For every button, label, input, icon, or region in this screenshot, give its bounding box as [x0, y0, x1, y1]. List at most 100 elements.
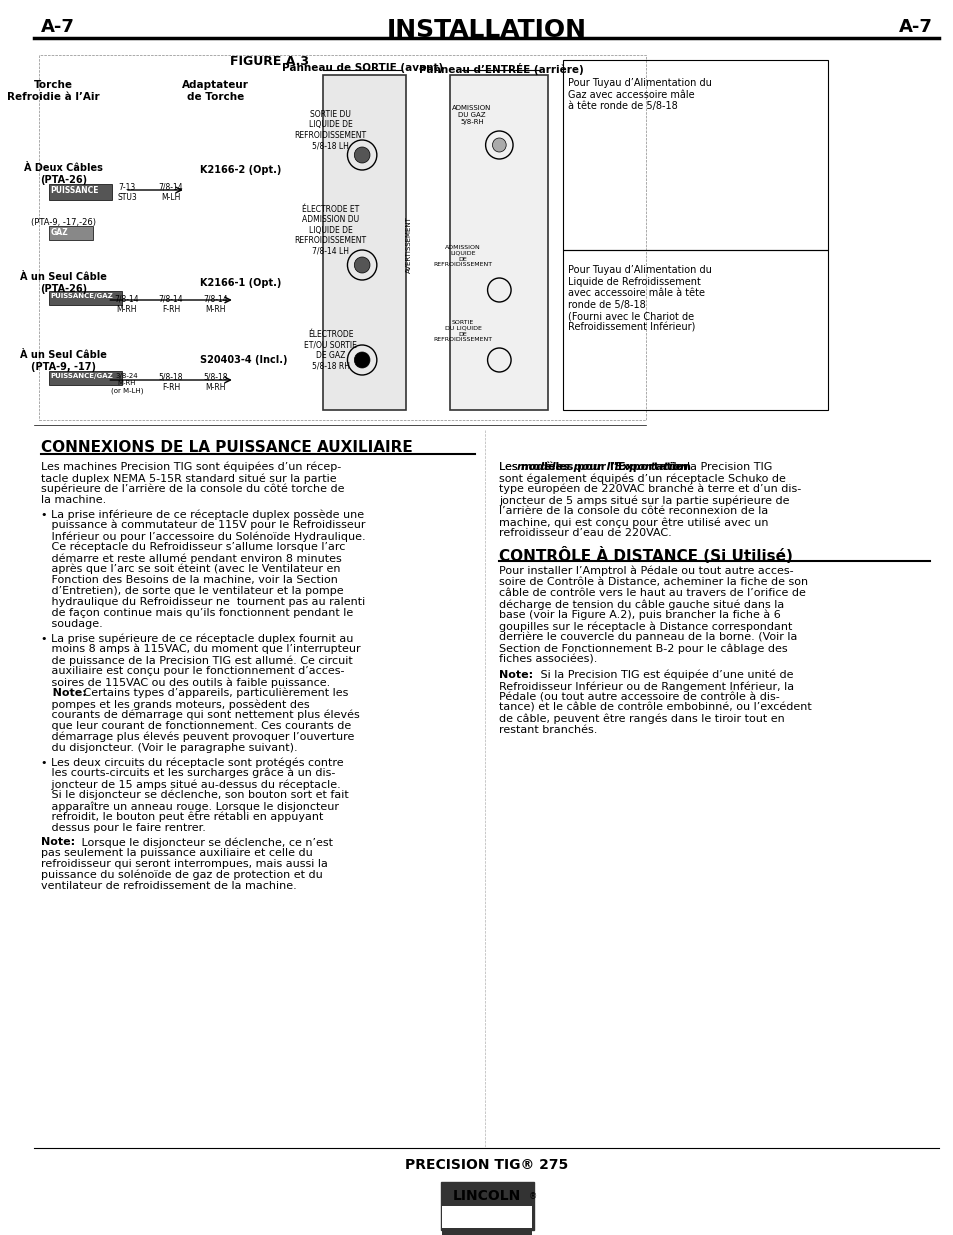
Text: de façon continue mais qu’ils fonctionnent pendant le: de façon continue mais qu’ils fonctionne…: [41, 608, 353, 618]
Text: Pour installer l’Amptrol à Pédale ou tout autre acces-: Pour installer l’Amptrol à Pédale ou tou…: [498, 566, 793, 577]
Text: PUISSANCE: PUISSANCE: [51, 186, 99, 195]
Text: Note:: Note:: [41, 688, 87, 698]
Text: refroidisseur d’eau de 220VAC.: refroidisseur d’eau de 220VAC.: [498, 529, 671, 538]
Text: dessus pour le faire rentrer.: dessus pour le faire rentrer.: [41, 823, 206, 832]
Text: de la Precision TIG: de la Precision TIG: [665, 462, 772, 472]
Bar: [562, 249, 826, 410]
Text: INSTALLATION: INSTALLATION: [386, 19, 586, 42]
Text: ÉLECTRODE
ET/OU SORTIE
DE GAZ
5/8-18 RH: ÉLECTRODE ET/OU SORTIE DE GAZ 5/8-18 RH: [304, 330, 356, 370]
Text: K2166-1 (Opt.): K2166-1 (Opt.): [200, 278, 281, 288]
Text: SORTIE DU
LIQUIDE DE
REFROIDISSEMENT
5/8-18 LH: SORTIE DU LIQUIDE DE REFROIDISSEMENT 5/8…: [294, 110, 367, 151]
Text: apparaître un anneau rouge. Lorsque le disjoncteur: apparaître un anneau rouge. Lorsque le d…: [41, 802, 338, 811]
Text: 5/8-18
F-RH: 5/8-18 F-RH: [158, 373, 183, 393]
Text: d’Entretien), de sorte que le ventilateur et la pompe: d’Entretien), de sorte que le ventilateu…: [41, 585, 343, 597]
Bar: [442, 1228, 531, 1235]
Text: Panneau de SORTIE (avant): Panneau de SORTIE (avant): [281, 63, 442, 73]
Circle shape: [354, 352, 370, 368]
Text: les courts-circuits et les surcharges grâce à un dis-: les courts-circuits et les surcharges gr…: [41, 768, 335, 778]
Bar: [440, 1182, 533, 1230]
Text: Adaptateur
de Torche: Adaptateur de Torche: [181, 80, 249, 101]
Text: CONNEXIONS DE LA PUISSANCE AUXILIAIRE: CONNEXIONS DE LA PUISSANCE AUXILIAIRE: [41, 440, 412, 454]
Text: ADMISSION
DU GAZ
5/8-RH: ADMISSION DU GAZ 5/8-RH: [452, 105, 491, 125]
Bar: [49, 226, 92, 240]
Bar: [442, 1207, 531, 1228]
Text: Refroidisseur Inférieur ou de Rangement Inférieur, la: Refroidisseur Inférieur ou de Rangement …: [498, 680, 794, 692]
Text: Certains types d’appareils, particulièrement les: Certains types d’appareils, particulière…: [80, 688, 348, 699]
Text: PUISSANCE/GAZ: PUISSANCE/GAZ: [51, 293, 113, 299]
Text: 7-13
STU3: 7-13 STU3: [117, 183, 136, 203]
Circle shape: [492, 138, 506, 152]
Text: Les: Les: [498, 462, 521, 472]
Bar: [450, 75, 548, 410]
Circle shape: [354, 147, 370, 163]
Text: décharge de tension du câble gauche situé dans la: décharge de tension du câble gauche situ…: [498, 599, 783, 610]
Text: de puissance de la Precision TIG est allumé. Ce circuit: de puissance de la Precision TIG est all…: [41, 655, 352, 666]
Text: Torche
Refroidie à l’Air: Torche Refroidie à l’Air: [8, 80, 100, 101]
Text: A-7: A-7: [41, 19, 74, 36]
Text: Pour Tuyau d’Alimentation du
Liquide de Refroidissement
avec accessoire mâle à t: Pour Tuyau d’Alimentation du Liquide de …: [567, 266, 711, 333]
Text: Si le disjoncteur se déclenche, son bouton sort et fait: Si le disjoncteur se déclenche, son bout…: [41, 790, 348, 800]
Text: modèles pour l’Exportation: modèles pour l’Exportation: [517, 462, 687, 473]
Text: 7/8-14
M-LH: 7/8-14 M-LH: [158, 183, 183, 203]
Text: tance) et le câble de contrôle embobinné, ou l’excédent: tance) et le câble de contrôle embobinné…: [498, 703, 811, 713]
Text: après que l’arc se soit éteint (avec le Ventilateur en: après que l’arc se soit éteint (avec le …: [41, 564, 340, 574]
Text: ®: ®: [528, 1192, 537, 1200]
Text: 7/8-14
F-RH: 7/8-14 F-RH: [158, 295, 183, 315]
Text: pas seulement la puissance auxiliaire et celle du: pas seulement la puissance auxiliaire et…: [41, 848, 313, 858]
Text: modèles pour l’Exportation: modèles pour l’Exportation: [520, 462, 690, 473]
Text: restant branchés.: restant branchés.: [498, 725, 598, 735]
Text: démarrage plus élevés peuvent provoquer l’ouverture: démarrage plus élevés peuvent provoquer …: [41, 732, 354, 742]
Bar: [49, 370, 122, 385]
Text: puissance à commutateur de 115V pour le Refroidisseur: puissance à commutateur de 115V pour le …: [41, 520, 365, 531]
Text: • La prise inférieure de ce réceptacle duplex possède une: • La prise inférieure de ce réceptacle d…: [41, 509, 363, 520]
Text: GAZ: GAZ: [51, 228, 69, 237]
Text: ADMISSION
LIQUIDE
DE
REFROIDISSEMENT: ADMISSION LIQUIDE DE REFROIDISSEMENT: [433, 245, 492, 268]
Text: derrière le couvercle du panneau de la borne. (Voir la: derrière le couvercle du panneau de la b…: [498, 632, 797, 642]
Text: À Deux Câbles
(PTA-26): À Deux Câbles (PTA-26): [24, 163, 103, 184]
Text: hydraulique du Refroidisseur ne  tournent pas au ralenti: hydraulique du Refroidisseur ne tournent…: [41, 597, 365, 606]
Text: PRECISION TIG® 275: PRECISION TIG® 275: [404, 1158, 568, 1172]
Text: du disjoncteur. (Voir le paragraphe suivant).: du disjoncteur. (Voir le paragraphe suiv…: [41, 743, 297, 753]
Text: À un Seul Câble
(PTA-26): À un Seul Câble (PTA-26): [20, 272, 107, 294]
Text: LINCOLN: LINCOLN: [452, 1189, 520, 1203]
Text: SORTIE
DU LIQUIDE
DE
REFROIDISSEMENT: SORTIE DU LIQUIDE DE REFROIDISSEMENT: [433, 320, 492, 342]
Text: Pour Tuyau d’Alimentation du
Gaz avec accessoire mâle
à tête ronde de 5/8-18: Pour Tuyau d’Alimentation du Gaz avec ac…: [567, 78, 711, 111]
Text: que leur courant de fonctionnement. Ces courants de: que leur courant de fonctionnement. Ces …: [41, 721, 351, 731]
Text: Les: Les: [498, 462, 521, 472]
Text: sont également équipés d’un réceptacle Schuko de: sont également équipés d’un réceptacle S…: [498, 473, 785, 483]
Text: joncteur de 15 amps situé au-dessus du réceptacle.: joncteur de 15 amps situé au-dessus du r…: [41, 779, 340, 789]
Text: type européen de 220VAC branché à terre et d’un dis-: type européen de 220VAC branché à terre …: [498, 484, 801, 494]
Text: pompes et les grands moteurs, possèdent des: pompes et les grands moteurs, possèdent …: [41, 699, 309, 709]
Text: puissance du solénoïde de gaz de protection et du: puissance du solénoïde de gaz de protect…: [41, 869, 322, 881]
Text: Inférieur ou pour l’accessoire du Solénoïde Hydraulique.: Inférieur ou pour l’accessoire du Soléno…: [41, 531, 365, 541]
Text: • La prise supérieure de ce réceptacle duplex fournit au: • La prise supérieure de ce réceptacle d…: [41, 634, 353, 643]
Bar: [562, 61, 826, 249]
Text: tacle duplex NEMA 5-15R standard situé sur la partie: tacle duplex NEMA 5-15R standard situé s…: [41, 473, 336, 483]
Bar: [39, 56, 645, 420]
Text: goupilles sur le réceptacle à Distance correspondant: goupilles sur le réceptacle à Distance c…: [498, 621, 792, 631]
Text: câble de contrôle vers le haut au travers de l’orifice de: câble de contrôle vers le haut au traver…: [498, 588, 805, 598]
Text: soire de Contrôle à Distance, acheminer la fiche de son: soire de Contrôle à Distance, acheminer …: [498, 577, 807, 587]
Text: K2166-2 (Opt.): K2166-2 (Opt.): [200, 165, 281, 175]
Text: CONTRÔLE À DISTANCE (Si Utilisé): CONTRÔLE À DISTANCE (Si Utilisé): [498, 547, 792, 564]
Text: 5/8-18
M-RH: 5/8-18 M-RH: [203, 373, 227, 393]
Text: 7/8-14
M-RH: 7/8-14 M-RH: [114, 295, 139, 315]
Text: A-7: A-7: [898, 19, 931, 36]
Text: À un Seul Câble
(PTA-9, -17): À un Seul Câble (PTA-9, -17): [20, 350, 107, 372]
Text: soires de 115VAC ou des outils à faible puissance.: soires de 115VAC ou des outils à faible …: [41, 677, 330, 688]
Text: base (voir la Figure A.2), puis brancher la fiche à 6: base (voir la Figure A.2), puis brancher…: [498, 610, 781, 620]
Text: joncteur de 5 amps situé sur la partie supérieure de: joncteur de 5 amps situé sur la partie s…: [498, 495, 789, 505]
Text: soudage.: soudage.: [41, 619, 102, 629]
Text: Note:: Note:: [498, 671, 533, 680]
Text: Ce réceptacle du Refroidisseur s’allume lorsque l’arc: Ce réceptacle du Refroidisseur s’allume …: [41, 542, 345, 552]
Text: Si la Precision TIG est équipée d’une unité de: Si la Precision TIG est équipée d’une un…: [536, 671, 792, 680]
Text: refroidisseur qui seront interrompues, mais aussi la: refroidisseur qui seront interrompues, m…: [41, 860, 327, 869]
Text: refroidit, le bouton peut être rétabli en appuyant: refroidit, le bouton peut être rétabli e…: [41, 811, 323, 823]
Text: Panneau d’ENTRÉE (arrière): Panneau d’ENTRÉE (arrière): [418, 63, 583, 75]
Text: ÉLECTRODE ET
ADMISSION DU
LIQUIDE DE
REFROIDISSEMENT
7/8-14 LH: ÉLECTRODE ET ADMISSION DU LIQUIDE DE REF…: [294, 205, 367, 256]
Text: de câble, peuvent être rangés dans le tiroir tout en: de câble, peuvent être rangés dans le ti…: [498, 714, 784, 725]
Text: la machine.: la machine.: [41, 495, 106, 505]
Bar: [49, 184, 112, 200]
Text: PUISSANCE/GAZ: PUISSANCE/GAZ: [51, 373, 113, 379]
Text: Section de Fonctionnement B-2 pour le câblage des: Section de Fonctionnement B-2 pour le câ…: [498, 643, 787, 653]
